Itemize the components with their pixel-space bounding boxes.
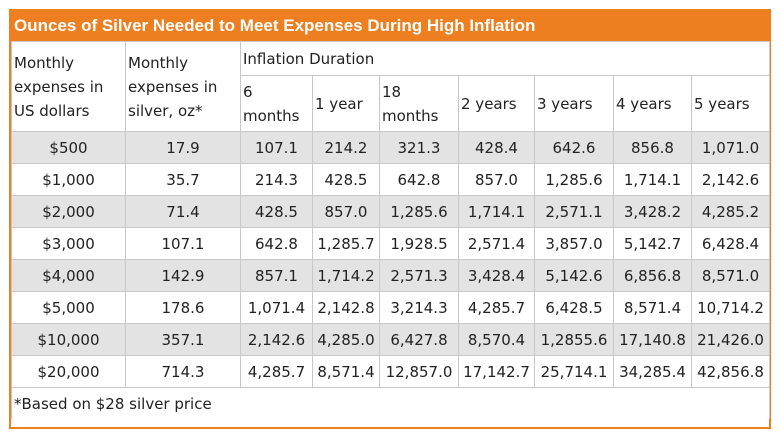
cell-duration-value: 321.3	[379, 131, 459, 164]
cell-duration-value: 12,857.0	[379, 355, 459, 388]
cell-silver-oz: 714.3	[125, 355, 241, 388]
footnote: *Based on $28 silver price	[10, 387, 771, 419]
table-row: $5,000 178.6 1,071.4 2,142.8 3,214.3 4,285.7 6…	[11, 291, 771, 324]
table-row: $10,000 357.1 2,142.6 4,285.0 6,427.8 8,570.4…	[11, 323, 771, 356]
table-row: $2,000 71.4 428.5 857.0 1,285.6 1,714.1 2,571.…	[11, 195, 771, 228]
cell-duration-value: 857.1	[240, 259, 313, 292]
cell-duration-value: 25,714.1	[534, 355, 614, 388]
cell-duration-value: 8,571.4	[312, 355, 380, 388]
cell-duration-value: 1,285.6	[379, 195, 459, 228]
cell-duration-value: 3,857.0	[534, 227, 614, 260]
cell-duration-value: 1,2855.6	[534, 323, 614, 356]
header-inflation-duration: Inflation Duration	[239, 41, 771, 76]
table-row: $3,000 107.1 642.8 1,285.7 1,928.5 2,571.4 3,8…	[11, 227, 771, 260]
cell-silver-oz: 17.9	[125, 131, 241, 164]
header-monthly-dollars: Monthly expenses in US dollars	[11, 41, 126, 132]
cell-silver-oz: 178.6	[125, 291, 241, 324]
table-row: $500 17.9 107.1 214.2 321.3 428.4 642.6 856.8 1,…	[11, 131, 771, 164]
cell-duration-value: 17,142.7	[458, 355, 535, 388]
cell-duration-value: 1,928.5	[379, 227, 459, 260]
cell-duration-value: 2,142.6	[240, 323, 313, 356]
cell-duration-value: 2,571.3	[379, 259, 459, 292]
cell-silver-oz: 357.1	[125, 323, 241, 356]
cell-duration-value: 4,285.7	[240, 355, 313, 388]
cell-dollars: $4,000	[11, 259, 126, 292]
cell-duration-value: 1,285.7	[312, 227, 380, 260]
cell-duration-value: 1,714.1	[458, 195, 535, 228]
cell-duration-value: 428.4	[458, 131, 535, 164]
header-duration: 3 years	[534, 75, 614, 132]
cell-dollars: $10,000	[11, 323, 126, 356]
cell-duration-value: 21,426.0	[690, 323, 771, 356]
cell-dollars: $20,000	[11, 355, 126, 388]
cell-duration-value: 4,285.0	[312, 323, 380, 356]
cell-duration-value: 857.0	[458, 163, 535, 196]
cell-duration-value: 856.8	[613, 131, 692, 164]
cell-duration-value: 1,714.2	[312, 259, 380, 292]
cell-duration-value: 642.8	[240, 227, 313, 260]
cell-duration-value: 4,285.7	[458, 291, 535, 324]
cell-duration-value: 857.0	[312, 195, 380, 228]
header-duration: 5 years	[690, 75, 771, 132]
cell-duration-value: 2,571.1	[534, 195, 614, 228]
cell-silver-oz: 35.7	[125, 163, 241, 196]
cell-duration-value: 428.5	[240, 195, 313, 228]
cell-duration-value: 34,285.4	[613, 355, 692, 388]
cell-duration-value: 107.1	[240, 131, 313, 164]
cell-dollars: $2,000	[11, 195, 126, 228]
cell-duration-value: 642.6	[534, 131, 614, 164]
header-monthly-silver: Monthly expenses in silver, oz*	[125, 41, 241, 132]
cell-duration-value: 5,142.7	[613, 227, 692, 260]
cell-duration-value: 8,571.4	[613, 291, 692, 324]
table-row: $4,000 142.9 857.1 1,714.2 2,571.3 3,428.4 5,1…	[11, 259, 771, 292]
cell-duration-value: 1,285.6	[534, 163, 614, 196]
cell-duration-value: 1,071.4	[240, 291, 313, 324]
silver-expenses-table: Monthly expenses in US dollars Monthly e…	[10, 41, 771, 419]
cell-dollars: $3,000	[11, 227, 126, 260]
cell-duration-value: 2,142.6	[690, 163, 771, 196]
header-duration: 2 years	[458, 75, 535, 132]
cell-duration-value: 3,428.2	[613, 195, 692, 228]
cell-duration-value: 4,285.2	[690, 195, 771, 228]
cell-duration-value: 1,071.0	[690, 131, 771, 164]
cell-silver-oz: 71.4	[125, 195, 241, 228]
cell-dollars: $5,000	[11, 291, 126, 324]
cell-duration-value: 6,856.8	[613, 259, 692, 292]
cell-dollars: $1,000	[11, 163, 126, 196]
header-duration: 1 year	[312, 75, 380, 132]
cell-duration-value: 214.3	[240, 163, 313, 196]
table-row: $20,000 714.3 4,285.7 8,571.4 12,857.0 17,142…	[11, 355, 771, 388]
cell-duration-value: 2,571.4	[458, 227, 535, 260]
table-title: Ounces of Silver Needed to Meet Expenses…	[11, 11, 769, 41]
table-row: $1,000 35.7 214.3 428.5 642.8 857.0 1,285.6 1,7…	[11, 163, 771, 196]
cell-duration-value: 6,428.4	[690, 227, 771, 260]
silver-table-panel: Ounces of Silver Needed to Meet Expenses…	[9, 9, 771, 429]
cell-silver-oz: 142.9	[125, 259, 241, 292]
cell-duration-value: 2,142.8	[312, 291, 380, 324]
cell-duration-value: 428.5	[312, 163, 380, 196]
cell-duration-value: 42,856.8	[690, 355, 771, 388]
cell-duration-value: 642.8	[379, 163, 459, 196]
cell-duration-value: 6,428.5	[534, 291, 614, 324]
cell-duration-value: 1,714.1	[613, 163, 692, 196]
header-duration: 6 months	[240, 75, 313, 132]
header-duration: 4 years	[613, 75, 692, 132]
cell-duration-value: 10,714.2	[690, 291, 771, 324]
cell-dollars: $500	[11, 131, 126, 164]
cell-duration-value: 5,142.6	[534, 259, 614, 292]
cell-duration-value: 3,428.4	[458, 259, 535, 292]
header-duration: 18 months	[379, 75, 459, 132]
cell-duration-value: 17,140.8	[613, 323, 692, 356]
cell-duration-value: 8,570.4	[458, 323, 535, 356]
cell-silver-oz: 107.1	[125, 227, 241, 260]
cell-duration-value: 8,571.0	[690, 259, 771, 292]
cell-duration-value: 214.2	[312, 131, 380, 164]
cell-duration-value: 3,214.3	[379, 291, 459, 324]
cell-duration-value: 6,427.8	[379, 323, 459, 356]
